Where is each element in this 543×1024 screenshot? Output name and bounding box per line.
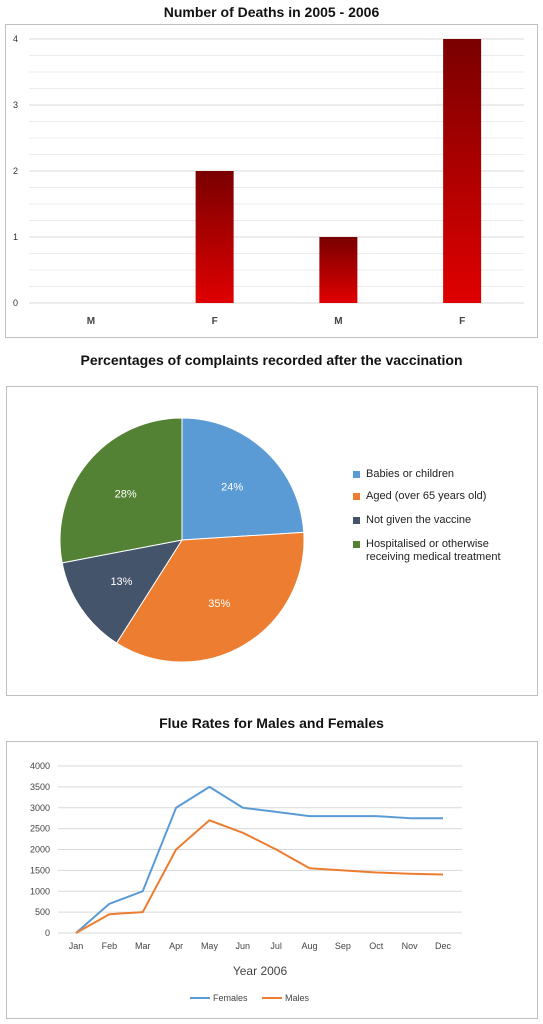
bar-chart-title: Number of Deaths in 2005 - 2006 bbox=[163, 4, 380, 20]
bar bbox=[443, 39, 482, 303]
legend-swatch bbox=[353, 517, 360, 524]
x-tick-label: Nov bbox=[402, 941, 419, 951]
y-tick-label: 4000 bbox=[30, 761, 50, 771]
pie-chart-title: Percentages of complaints recorded after… bbox=[80, 352, 463, 368]
y-tick-label: 4 bbox=[13, 34, 18, 44]
slice-value-label: 35% bbox=[208, 598, 230, 610]
pie-slice bbox=[115, 531, 305, 663]
bar-chart: 0 1 2 3 4 M F M F bbox=[13, 34, 524, 327]
legend-label: Hospitalised or otherwise receiving medic… bbox=[366, 538, 501, 563]
y-tick-label: 1000 bbox=[30, 886, 50, 896]
x-axis-title: Year 2006 bbox=[233, 964, 288, 978]
slice-value-label: 24% bbox=[221, 482, 243, 494]
bar bbox=[195, 171, 234, 303]
series-line bbox=[75, 819, 444, 934]
y-tick-label: 0 bbox=[45, 928, 50, 938]
x-tick-label: Aug bbox=[302, 941, 318, 951]
y-tick-label: 2 bbox=[13, 166, 18, 176]
y-tick-label: 2500 bbox=[30, 824, 50, 834]
y-tick-label: 3 bbox=[13, 100, 18, 110]
x-tick-label: Mar bbox=[135, 941, 151, 951]
x-tick-label: F bbox=[459, 316, 465, 327]
legend-swatch bbox=[353, 471, 360, 478]
x-tick-label: M bbox=[87, 316, 95, 327]
x-tick-label: Sep bbox=[335, 941, 351, 951]
pie-slice bbox=[59, 417, 183, 564]
x-tick-label: Apr bbox=[169, 941, 183, 951]
y-tick-label: 1 bbox=[13, 232, 18, 242]
y-tick-label: 500 bbox=[35, 907, 50, 917]
x-tick-label: Oct bbox=[369, 941, 384, 951]
slice-value-label: 13% bbox=[110, 576, 132, 588]
legend-label: Females bbox=[213, 993, 248, 1003]
x-tick-label: Jun bbox=[236, 941, 251, 951]
legend-swatch bbox=[353, 493, 360, 500]
y-tick-label: 2000 bbox=[30, 845, 50, 855]
legend-swatch bbox=[353, 541, 360, 548]
legend-label: Males bbox=[285, 993, 310, 1003]
legend-label: Aged (over 65 years old) bbox=[366, 490, 487, 502]
x-tick-label: Jan bbox=[69, 941, 84, 951]
x-tick-label: Dec bbox=[435, 941, 452, 951]
pie-chart: 24% 35% 13% 28% bbox=[59, 417, 305, 663]
x-tick-label: May bbox=[201, 941, 219, 951]
x-tick-label: F bbox=[212, 316, 218, 327]
y-tick-label: 3500 bbox=[30, 782, 50, 792]
y-tick-label: 0 bbox=[13, 298, 18, 308]
legend-label: Not given the vaccine bbox=[366, 514, 472, 526]
pie-slice bbox=[181, 417, 305, 541]
y-tick-label: 3000 bbox=[30, 803, 50, 813]
x-tick-label: Jul bbox=[270, 941, 282, 951]
pie-slice bbox=[61, 539, 184, 644]
y-tick-label: 1500 bbox=[30, 865, 50, 875]
line-chart-title: Flue Rates for Males and Females bbox=[159, 715, 384, 731]
x-tick-label: Feb bbox=[102, 941, 118, 951]
pie-legend: Babies or children Aged (over 65 years ol… bbox=[353, 468, 533, 578]
slice-value-label: 28% bbox=[115, 488, 137, 500]
legend-label: Babies or children bbox=[366, 468, 455, 480]
bar bbox=[319, 237, 358, 303]
series-line bbox=[75, 785, 443, 934]
x-tick-label: M bbox=[334, 316, 342, 327]
